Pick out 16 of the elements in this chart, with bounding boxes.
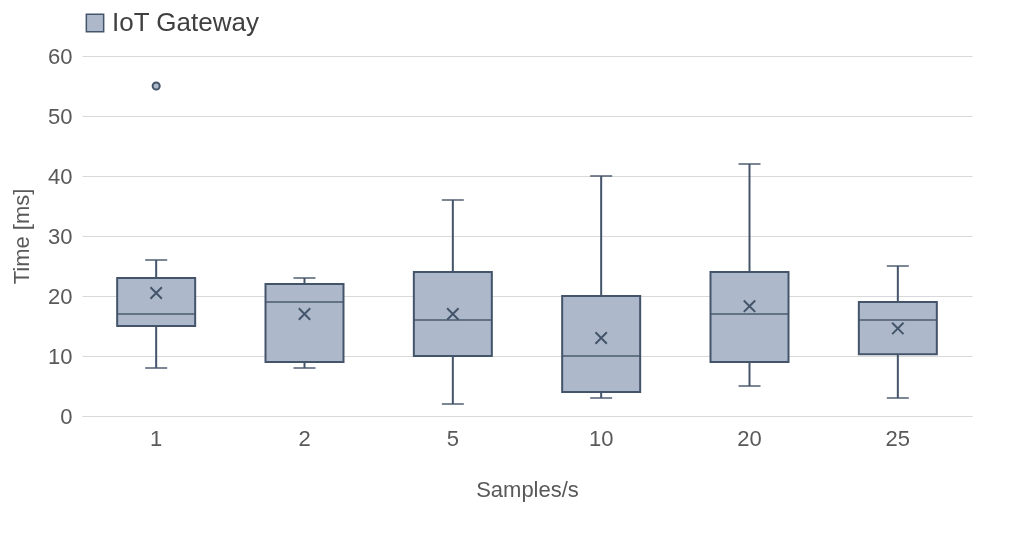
x-tick-label: 5 — [446, 425, 459, 451]
x-axis-title: Samples/s — [476, 476, 579, 502]
x-tick-label: 20 — [737, 425, 762, 451]
y-tick-label: 30 — [48, 223, 73, 249]
y-tick-label: 20 — [48, 283, 73, 309]
x-tick-label: 1 — [150, 425, 163, 451]
y-tick-label: 40 — [48, 163, 73, 189]
y-tick-label: 50 — [48, 103, 73, 129]
x-tick-label: 10 — [588, 425, 614, 451]
legend-label: IoT Gateway — [112, 7, 259, 37]
y-tick-label: 10 — [48, 343, 73, 369]
x-tick-label: 2 — [298, 425, 311, 451]
y-tick-label: 0 — [60, 403, 73, 429]
y-tick-label: 60 — [48, 43, 73, 69]
x-tick-label: 25 — [885, 425, 911, 451]
y-axis-title: Time [ms] — [9, 188, 35, 285]
